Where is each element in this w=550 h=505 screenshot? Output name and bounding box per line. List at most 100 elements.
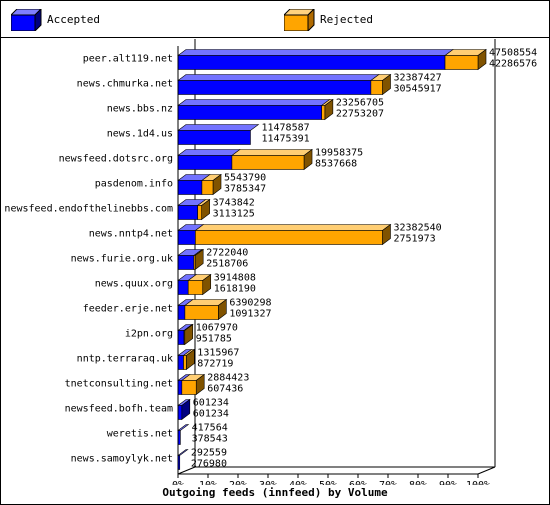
bar-accepted-9 — [177, 280, 189, 295]
bar-rejected-6 — [197, 205, 202, 220]
total-value-label-10: 6390298 — [229, 298, 271, 309]
bar-accepted-2 — [177, 105, 322, 120]
accepted-value-label-9: 1618190 — [214, 284, 256, 295]
bar-rejected-13 — [181, 380, 197, 395]
bar-accepted-15-top — [177, 424, 190, 431]
total-value-label-12: 1315967 — [197, 348, 239, 359]
x-tick-label-3: 30% — [259, 480, 277, 485]
bar-accepted-4 — [177, 155, 233, 170]
category-label-0: peer.alt119.net — [83, 54, 173, 65]
bar-accepted-0-top — [177, 49, 454, 56]
floor-right-edge — [477, 466, 496, 475]
accepted-value-label-15: 378543 — [192, 434, 228, 445]
bar-accepted-1 — [177, 80, 372, 95]
x-tick-label-6: 60% — [349, 480, 367, 485]
bar-rejected-9 — [187, 280, 204, 295]
bar-accepted-13 — [177, 380, 183, 395]
accepted-value-label-0: 42286576 — [489, 59, 537, 70]
accepted-value-label-14: 601234 — [193, 409, 229, 420]
category-label-5: pasdenom.info — [95, 179, 173, 190]
category-label-2: news.bbs.nz — [107, 104, 173, 115]
bar-accepted-3-top — [177, 124, 260, 131]
x-tick-label-1: 10% — [199, 480, 217, 485]
category-label-1: news.chmurka.net — [77, 79, 173, 90]
total-value-label-0: 47508554 — [489, 48, 537, 59]
total-value-label-13: 2884423 — [207, 373, 249, 384]
x-tick-label-8: 80% — [409, 480, 427, 485]
legend-accepted-label: Accepted — [47, 13, 100, 26]
x-tick-label-9: 90% — [439, 480, 457, 485]
total-value-label-3: 11478587 — [261, 123, 309, 134]
bar-accepted-12 — [177, 355, 184, 370]
bar-accepted-11 — [177, 330, 185, 345]
total-value-label-6: 3743842 — [213, 198, 255, 209]
accepted-value-label-7: 2751973 — [393, 234, 435, 245]
accepted-value-label-13: 607436 — [207, 384, 243, 395]
category-label-3: news.1d4.us — [107, 129, 173, 140]
x-tick-label-2: 20% — [229, 480, 247, 485]
x-tick-label-5: 50% — [319, 480, 337, 485]
bar-accepted-14 — [177, 405, 183, 420]
accepted-value-label-12: 872719 — [197, 359, 233, 370]
bar-accepted-2-top — [177, 99, 331, 106]
total-value-label-16: 292559 — [191, 448, 227, 459]
total-value-label-4: 19958375 — [315, 148, 363, 159]
bar-rejected-12 — [183, 355, 187, 370]
x-tick-label-7: 70% — [379, 480, 397, 485]
accepted-value-label-1: 30545917 — [394, 84, 442, 95]
bar-rejected-8 — [193, 255, 196, 270]
category-label-16: news.samoylyk.net — [71, 454, 173, 465]
accepted-swatch-icon — [9, 7, 43, 33]
bar-rejected-7 — [195, 230, 383, 245]
rejected-swatch-icon — [282, 7, 316, 33]
accepted-value-label-11: 951785 — [196, 334, 232, 345]
floor-left-edge — [177, 466, 196, 475]
bar-rejected-7-top — [194, 224, 392, 231]
bar-accepted-10 — [177, 305, 186, 320]
category-label-8: news.furie.org.uk — [71, 254, 173, 265]
category-label-9: news.quux.org — [95, 279, 173, 290]
bar-accepted-0 — [177, 55, 446, 70]
total-value-label-2: 23256705 — [336, 98, 384, 109]
accepted-value-label-2: 22753207 — [336, 109, 384, 120]
x-tick-label-0: 0% — [172, 480, 184, 485]
total-value-label-9: 3914808 — [214, 273, 256, 284]
bar-rejected-4 — [231, 155, 305, 170]
category-label-14: newsfeed.bofh.team — [65, 404, 173, 415]
x-tick-label-4: 40% — [289, 480, 307, 485]
category-label-6: newsfeed.endofthelinebbs.com — [4, 204, 173, 215]
category-label-15: weretis.net — [107, 429, 173, 440]
accepted-value-label-16: 276980 — [191, 459, 227, 470]
category-label-13: tnetconsulting.net — [65, 379, 173, 390]
category-label-11: i2pn.org — [125, 329, 173, 340]
bar-accepted-1-top — [177, 74, 380, 81]
total-value-label-8: 2722040 — [206, 248, 248, 259]
category-label-10: feeder.erje.net — [83, 304, 173, 315]
bar-accepted-3 — [177, 130, 251, 145]
bar-rejected-11 — [183, 330, 186, 345]
total-value-label-14: 601234 — [193, 398, 229, 409]
category-label-12: nntp.terraraq.uk — [77, 354, 173, 365]
category-label-4: newsfeed.dotsrc.org — [59, 154, 173, 165]
bar-rejected-2 — [321, 105, 326, 120]
legend-rejected-swatch — [282, 7, 316, 35]
accepted-value-label-5: 3785347 — [224, 184, 266, 195]
accepted-value-label-6: 3113125 — [213, 209, 255, 220]
legend-rejected-label: Rejected — [320, 13, 373, 26]
bar-accepted-7 — [177, 230, 196, 245]
legend-divider — [1, 37, 549, 38]
accepted-value-label-3: 11475391 — [261, 134, 309, 145]
total-value-label-7: 32382540 — [393, 223, 441, 234]
bar-accepted-4-top — [177, 149, 241, 156]
category-label-7: news.nntp4.net — [89, 229, 173, 240]
legend-accepted-swatch — [9, 7, 43, 35]
bar-rejected-4-top — [231, 149, 313, 156]
chart-title: Outgoing feeds (innfeed) by Volume — [162, 486, 388, 499]
bar-rejected-0 — [444, 55, 479, 70]
accepted-value-label-4: 8537668 — [315, 159, 357, 170]
bar-accepted-5 — [177, 180, 203, 195]
bar-accepted-8 — [177, 255, 195, 270]
total-value-label-15: 417564 — [192, 423, 228, 434]
